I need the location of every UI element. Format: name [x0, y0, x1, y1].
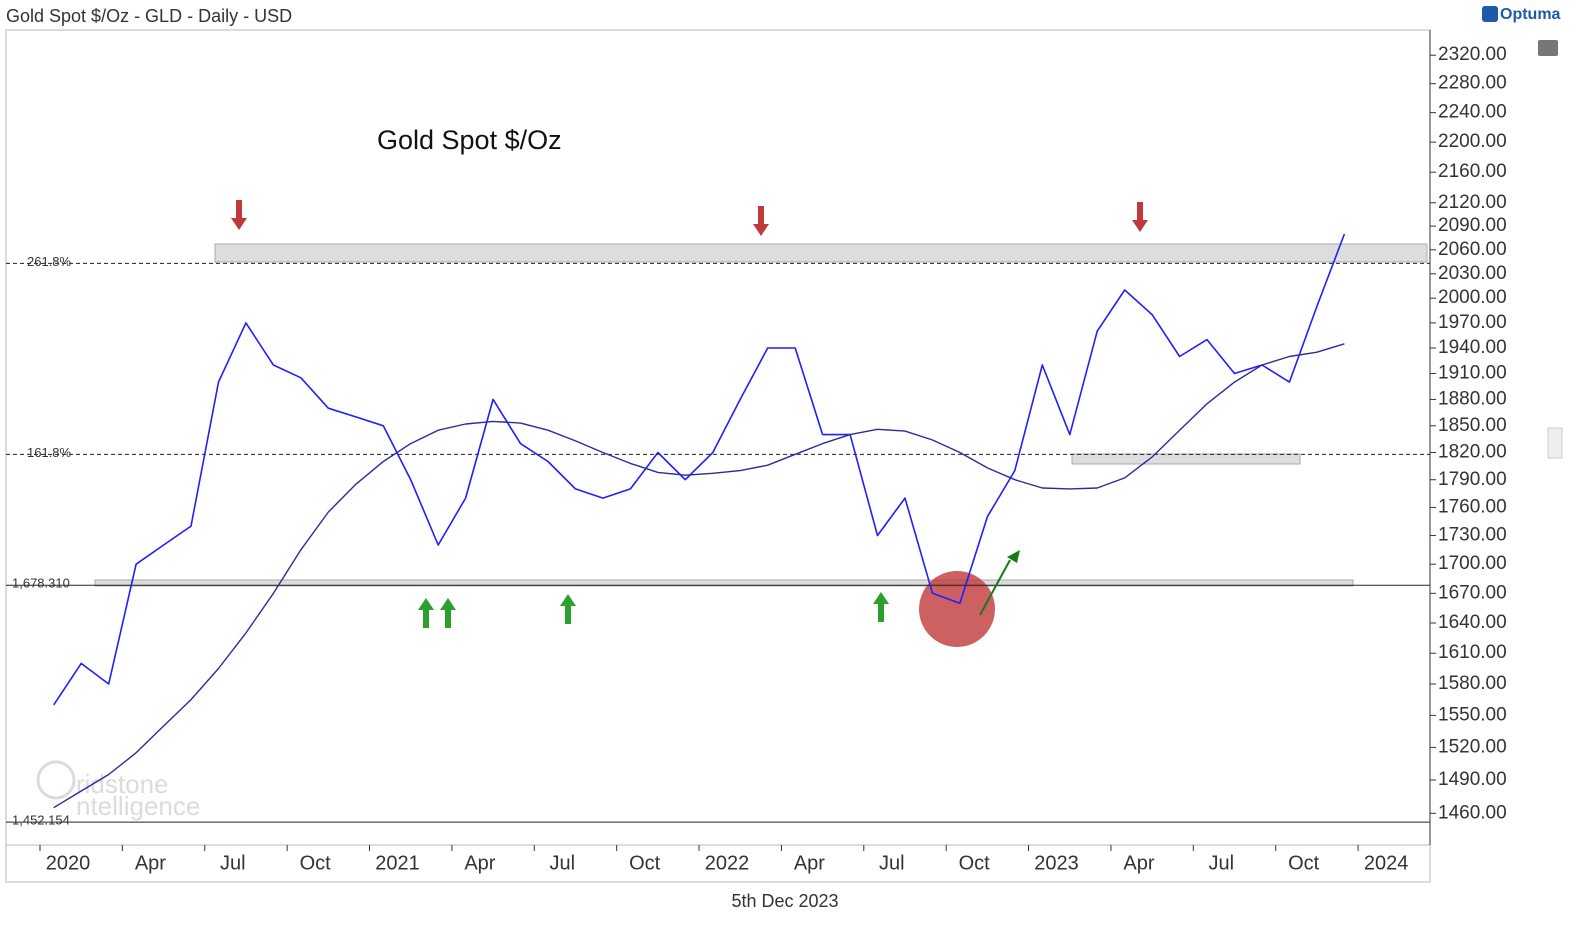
brand: Optuma	[1500, 6, 1561, 23]
plot-frame	[5, 29, 1431, 846]
support-zone	[94, 579, 1354, 587]
x-tick-label: Oct	[629, 852, 661, 874]
watermark-icon	[36, 760, 76, 800]
up-arrow	[440, 598, 456, 628]
y-tick-label: 2160.00	[1438, 161, 1507, 182]
level-label: 1,678.310	[12, 576, 70, 591]
brand-icon	[1482, 6, 1498, 22]
y-tick-label: 1460.00	[1438, 802, 1507, 823]
x-tick-label: Jul	[879, 852, 905, 874]
x-tick-label: Oct	[1288, 852, 1320, 874]
x-tick-label: Oct	[959, 852, 991, 874]
x-tick-label: 2023	[1034, 852, 1079, 874]
lock-icon[interactable]	[1538, 40, 1558, 56]
side-tab[interactable]	[1547, 427, 1563, 459]
down-arrow	[1132, 202, 1148, 232]
y-tick-label: 1850.00	[1438, 415, 1507, 436]
x-tick-label: 2021	[375, 852, 420, 874]
level-label: 1,452.154	[12, 813, 70, 828]
x-tick-label: Jul	[549, 852, 575, 874]
x-tick-label: Jul	[1209, 852, 1235, 874]
highlight-circle	[919, 571, 995, 647]
trend-arrow	[979, 559, 1011, 616]
y-tick-label: 2090.00	[1438, 215, 1507, 236]
y-tick-label: 1940.00	[1438, 337, 1507, 358]
down-arrow	[753, 206, 769, 236]
x-tick-label: Apr	[135, 852, 166, 874]
arrows	[231, 200, 1148, 628]
y-tick-label: 2200.00	[1438, 131, 1507, 152]
y-tick-label: 1610.00	[1438, 642, 1507, 663]
y-tick-label: 1880.00	[1438, 388, 1507, 409]
price-line	[53, 343, 1345, 809]
price-line	[53, 233, 1346, 706]
y-tick-label: 2000.00	[1438, 287, 1507, 308]
y-tick-label: 1820.00	[1438, 442, 1507, 463]
y-tick-label: 1970.00	[1438, 312, 1507, 333]
watermark-text: ntelligence	[76, 791, 200, 821]
x-tick-label: Apr	[464, 852, 495, 874]
chart-title: Gold Spot $/Oz - GLD - Daily - USD	[6, 6, 292, 26]
y-tick-label: 1670.00	[1438, 582, 1507, 603]
y-tick-label: 1490.00	[1438, 769, 1507, 790]
annotation: Gold Spot $/Oz	[377, 125, 562, 155]
y-tick-label: 2060.00	[1438, 239, 1507, 260]
footer-date: 5th Dec 2023	[731, 891, 838, 911]
x-tick-label: Apr	[794, 852, 825, 874]
up-arrow	[418, 598, 434, 628]
watermark-text: ridstone	[76, 769, 169, 799]
y-tick-label: 1790.00	[1438, 469, 1507, 490]
y-tick-label: 1520.00	[1438, 736, 1507, 757]
y-tick-label: 2320.00	[1438, 44, 1507, 65]
x-tick-label: 2020	[46, 852, 91, 874]
watermark: ridstone ntelligence	[36, 760, 200, 821]
y-tick-label: 2030.00	[1438, 263, 1507, 284]
support-zone	[1071, 453, 1301, 465]
y-tick-label: 1580.00	[1438, 673, 1507, 694]
y-tick-label: 1760.00	[1438, 496, 1507, 517]
resistance-zone	[214, 243, 1428, 263]
y-tick-label: 2240.00	[1438, 102, 1507, 123]
y-tick-label: 2280.00	[1438, 73, 1507, 94]
x-tick-label: Apr	[1123, 852, 1154, 874]
y-tick-label: 1640.00	[1438, 612, 1507, 633]
trend-arrow-head	[1007, 550, 1020, 563]
up-arrow	[873, 592, 889, 622]
x-tick-label: Jul	[220, 852, 246, 874]
x-tick-label: 2022	[705, 852, 750, 874]
x-tick-label: Oct	[300, 852, 332, 874]
y-tick-label: 1730.00	[1438, 525, 1507, 546]
level-label: 161.8%	[27, 445, 72, 460]
y-tick-label: 1550.00	[1438, 704, 1507, 725]
y-tick-label: 1910.00	[1438, 363, 1507, 384]
data-layer: 261.8% 161.8% 1,678.310 1,452.154	[6, 233, 1430, 828]
x-tick-label: 2024	[1364, 852, 1409, 874]
y-tick-label: 2120.00	[1438, 192, 1507, 213]
x-axis-band	[5, 844, 1431, 883]
y-tick-label: 1700.00	[1438, 553, 1507, 574]
level-label: 261.8%	[27, 254, 72, 269]
down-arrow	[231, 200, 247, 230]
up-arrow	[560, 594, 576, 624]
